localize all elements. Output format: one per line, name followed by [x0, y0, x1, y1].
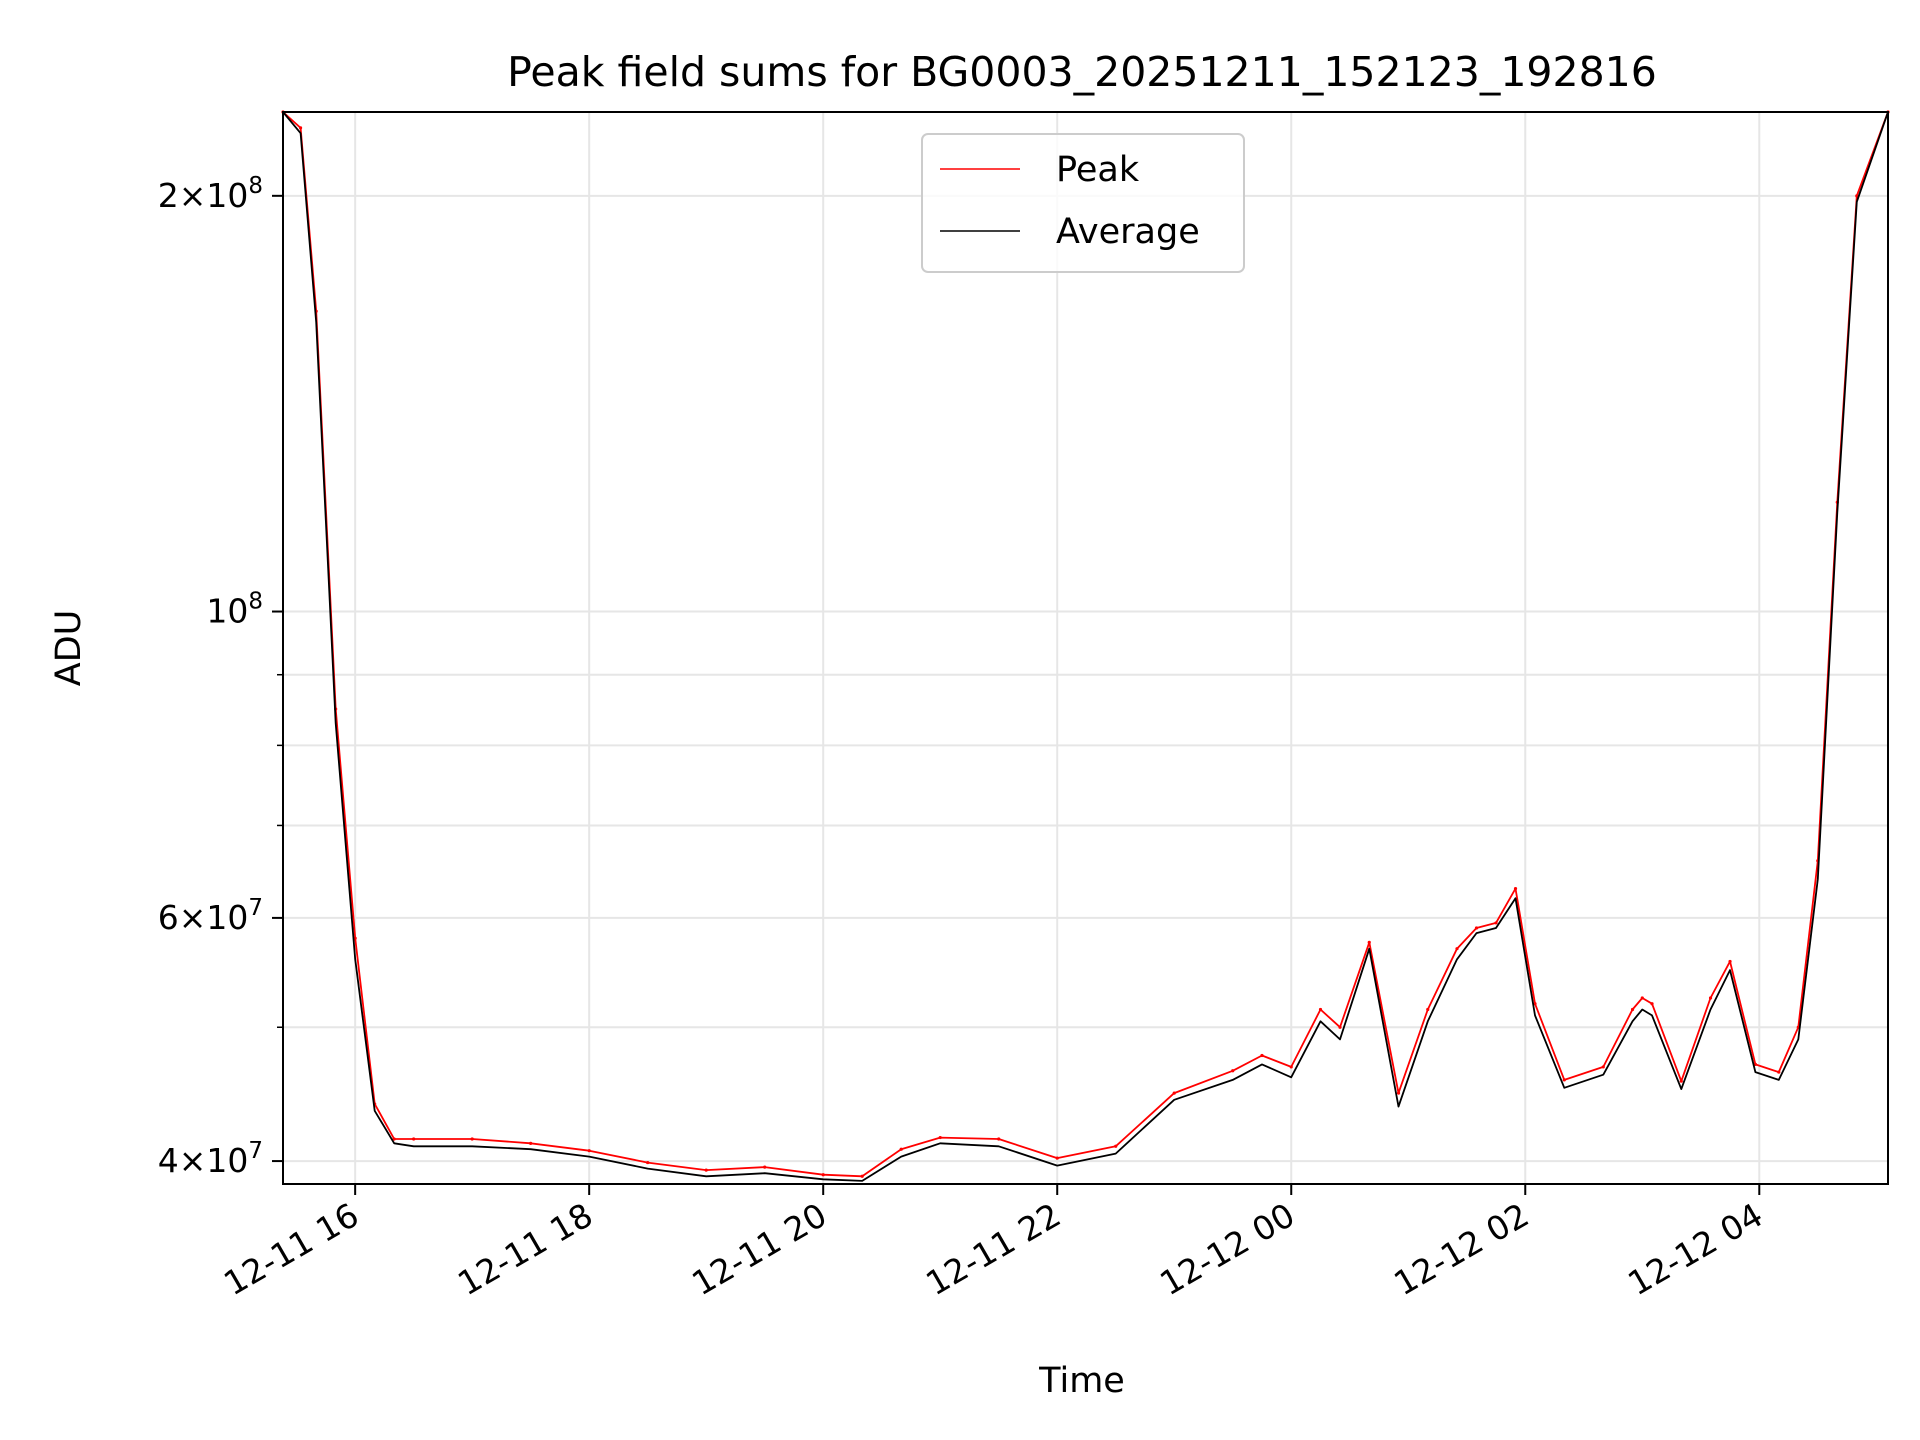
peak-point [1260, 1053, 1264, 1058]
y-axis-ticks: 4×107 6×107 108 2×108 [158, 173, 283, 1180]
peak-point [997, 1137, 1001, 1141]
peak-point [1338, 1025, 1342, 1029]
peak-point [1455, 947, 1459, 951]
y-axis-label: ADU [49, 610, 89, 687]
peak-point [1650, 1002, 1654, 1006]
legend-label-average: Average [1056, 212, 1200, 252]
plot-series [281, 110, 1890, 1182]
peak-point [1474, 926, 1479, 930]
peak-point [1055, 1156, 1059, 1160]
peak-point [1231, 1069, 1235, 1073]
peak-point [1728, 959, 1732, 964]
peak-point [899, 1147, 903, 1151]
series-line-average [282, 111, 1889, 1182]
peak-point [1172, 1091, 1176, 1095]
series-line-peak [282, 111, 1889, 1178]
peak-point [1679, 1079, 1683, 1083]
peak-point [821, 1173, 825, 1177]
peak-point [704, 1168, 708, 1172]
peak-point [938, 1135, 942, 1140]
x-axis-label: Time [1038, 1361, 1125, 1401]
peak-point [1289, 1065, 1293, 1069]
peak-point [529, 1141, 533, 1145]
peak-point [1494, 921, 1498, 925]
legend-label-peak: Peak [1056, 150, 1140, 190]
peak-point [763, 1165, 767, 1169]
y-tick-label: 108 [206, 589, 263, 631]
peak-point [587, 1149, 591, 1153]
peak-point [1562, 1078, 1566, 1082]
peak-point [1708, 996, 1713, 1000]
peak-point [1640, 996, 1644, 1000]
peak-point [1318, 1007, 1323, 1012]
y-tick-label: 4×107 [158, 1138, 263, 1180]
peak-point [470, 1137, 474, 1141]
peak-point [298, 126, 303, 130]
peak-point [1426, 1007, 1430, 1012]
peak-point [1367, 940, 1371, 944]
peak-point [1513, 887, 1518, 891]
peak-point [1777, 1070, 1781, 1074]
peak-point [412, 1137, 416, 1141]
peak-point [1855, 194, 1859, 198]
peak-point [646, 1160, 650, 1165]
peak-point [860, 1174, 864, 1178]
peak-point [1533, 1002, 1537, 1006]
peak-point [1396, 1091, 1401, 1095]
peak-point [1114, 1144, 1118, 1148]
legend: Peak Average [921, 133, 1245, 273]
peak-point [1630, 1007, 1635, 1012]
y-tick-label: 2×108 [158, 173, 263, 215]
chart-title: Peak field sums for BG0003_20251211_1521… [507, 48, 1657, 96]
peak-point [1601, 1065, 1605, 1069]
plot-frame [282, 111, 1889, 1185]
y-tick-label: 6×107 [158, 895, 263, 937]
peak-point [392, 1137, 396, 1141]
